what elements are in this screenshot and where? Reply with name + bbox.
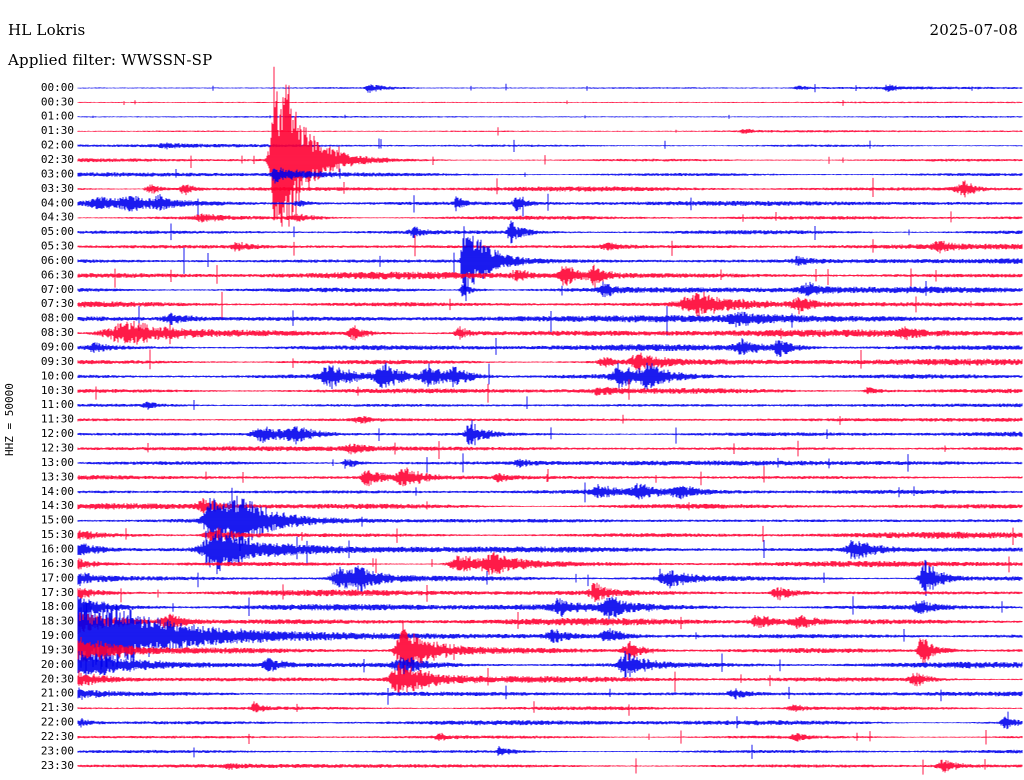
filter-label: Applied filter: WWSSN-SP — [8, 51, 213, 69]
record-date: 2025-07-08 — [929, 21, 1018, 39]
station-name: HL Lokris — [8, 21, 86, 39]
channel-scale-label: HHZ = 50000 — [3, 383, 16, 456]
